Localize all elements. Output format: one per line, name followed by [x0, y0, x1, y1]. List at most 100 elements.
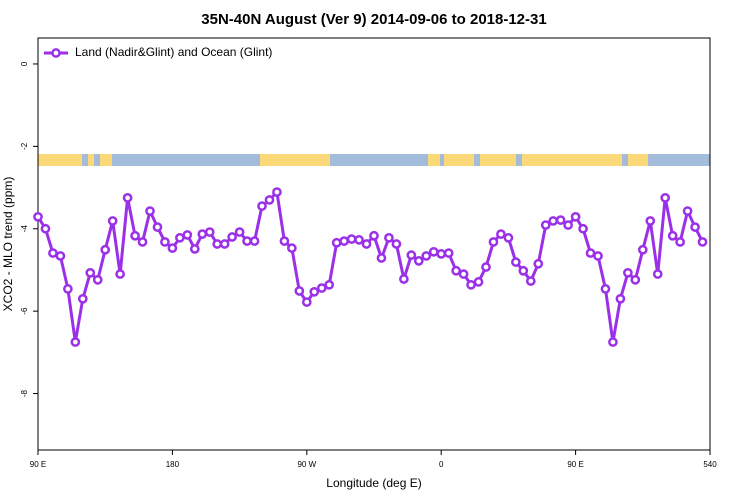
data-point [645, 216, 656, 226]
data-point [242, 236, 252, 246]
data-point [152, 222, 163, 232]
data-point [675, 237, 685, 247]
land-ocean-strip [38, 154, 710, 166]
data-point [623, 267, 633, 278]
data-point [287, 243, 297, 253]
data-point [466, 279, 476, 290]
data-point [189, 244, 200, 254]
data-point [63, 284, 73, 294]
data-point [667, 230, 678, 241]
data-point [264, 195, 275, 205]
y-tick-label: -4 [20, 225, 29, 233]
data-point [160, 237, 170, 247]
data-point [540, 220, 551, 230]
data-point [615, 293, 626, 304]
data-point [690, 222, 700, 232]
data-point [354, 235, 364, 245]
data-point [257, 201, 267, 211]
data-point [234, 227, 245, 237]
data-point [399, 274, 409, 284]
y-tick-label: -6 [20, 307, 29, 315]
y-tick-label: -2 [20, 142, 29, 150]
data-point [451, 265, 461, 276]
data-point [361, 239, 372, 249]
data-point [301, 297, 312, 307]
x-tick-label: 90 W [297, 460, 316, 469]
x-axis-label: Longitude (deg E) [326, 476, 421, 490]
data-point [316, 283, 327, 293]
data-point [637, 244, 648, 255]
data-point [137, 237, 148, 247]
data-point [518, 265, 529, 276]
data-point [503, 232, 514, 243]
data-point [652, 269, 663, 279]
data-point [413, 256, 424, 266]
data-point [122, 193, 133, 203]
data-point [600, 284, 611, 294]
x-tick-label: 180 [166, 460, 180, 469]
data-point [697, 237, 708, 247]
data-point [48, 248, 58, 258]
data-point [458, 269, 469, 279]
data-point [376, 253, 387, 263]
data-point [204, 227, 215, 237]
y-tick-label: 0 [20, 61, 29, 66]
data-point [70, 337, 81, 347]
data-point [428, 246, 439, 257]
data-point [608, 337, 618, 347]
data-point [212, 239, 223, 249]
data-point [85, 267, 96, 278]
x-tick-label: 90 E [567, 460, 583, 469]
data-point [279, 236, 290, 246]
data-point [100, 244, 111, 255]
legend-marker [51, 48, 61, 58]
data-point [339, 236, 349, 246]
data-point [443, 248, 454, 258]
data-point [145, 206, 155, 216]
data-point [130, 230, 140, 241]
data-point [473, 277, 484, 287]
plot-frame [37, 37, 711, 451]
data-point [563, 220, 573, 230]
data-point [309, 286, 320, 297]
data-point [682, 206, 693, 216]
y-tick-label: -8 [20, 389, 29, 397]
data-point [324, 279, 335, 290]
data-point [578, 223, 588, 234]
data-point [593, 251, 603, 261]
x-tick-label: 0 [439, 460, 444, 469]
data-point [570, 211, 581, 222]
data-point [33, 211, 43, 222]
data-point [496, 229, 506, 239]
x-tick-label: 540 [703, 460, 717, 469]
data-line [36, 188, 704, 343]
data-point [346, 234, 357, 244]
data-point [167, 243, 178, 253]
x-tick-label: 90 E [30, 460, 46, 469]
data-point [175, 232, 185, 243]
data-point [585, 248, 596, 258]
data-point [630, 274, 641, 285]
data-point [294, 286, 305, 296]
data-point [511, 257, 521, 267]
legend-label: Land (Nadir&Glint) and Ocean (Glint) [75, 45, 272, 59]
data-point [660, 193, 671, 203]
data-point [227, 232, 237, 242]
data-point [107, 216, 118, 226]
chart-title: 35N-40N August (Ver 9) 2014-09-06 to 201… [201, 11, 546, 28]
data-point [249, 236, 260, 246]
data-point [548, 216, 559, 226]
data-point [197, 229, 208, 239]
data-point [55, 251, 66, 261]
data-point [182, 230, 193, 240]
data-point [331, 237, 342, 248]
data-point [272, 187, 282, 197]
data-point [369, 230, 379, 241]
data-point [533, 258, 544, 269]
data-point [481, 262, 491, 272]
data-point [421, 251, 432, 261]
y-axis-label: XCO2 - MLO trend (ppm) [1, 177, 15, 312]
data-point [436, 249, 447, 259]
data-point [40, 223, 51, 234]
